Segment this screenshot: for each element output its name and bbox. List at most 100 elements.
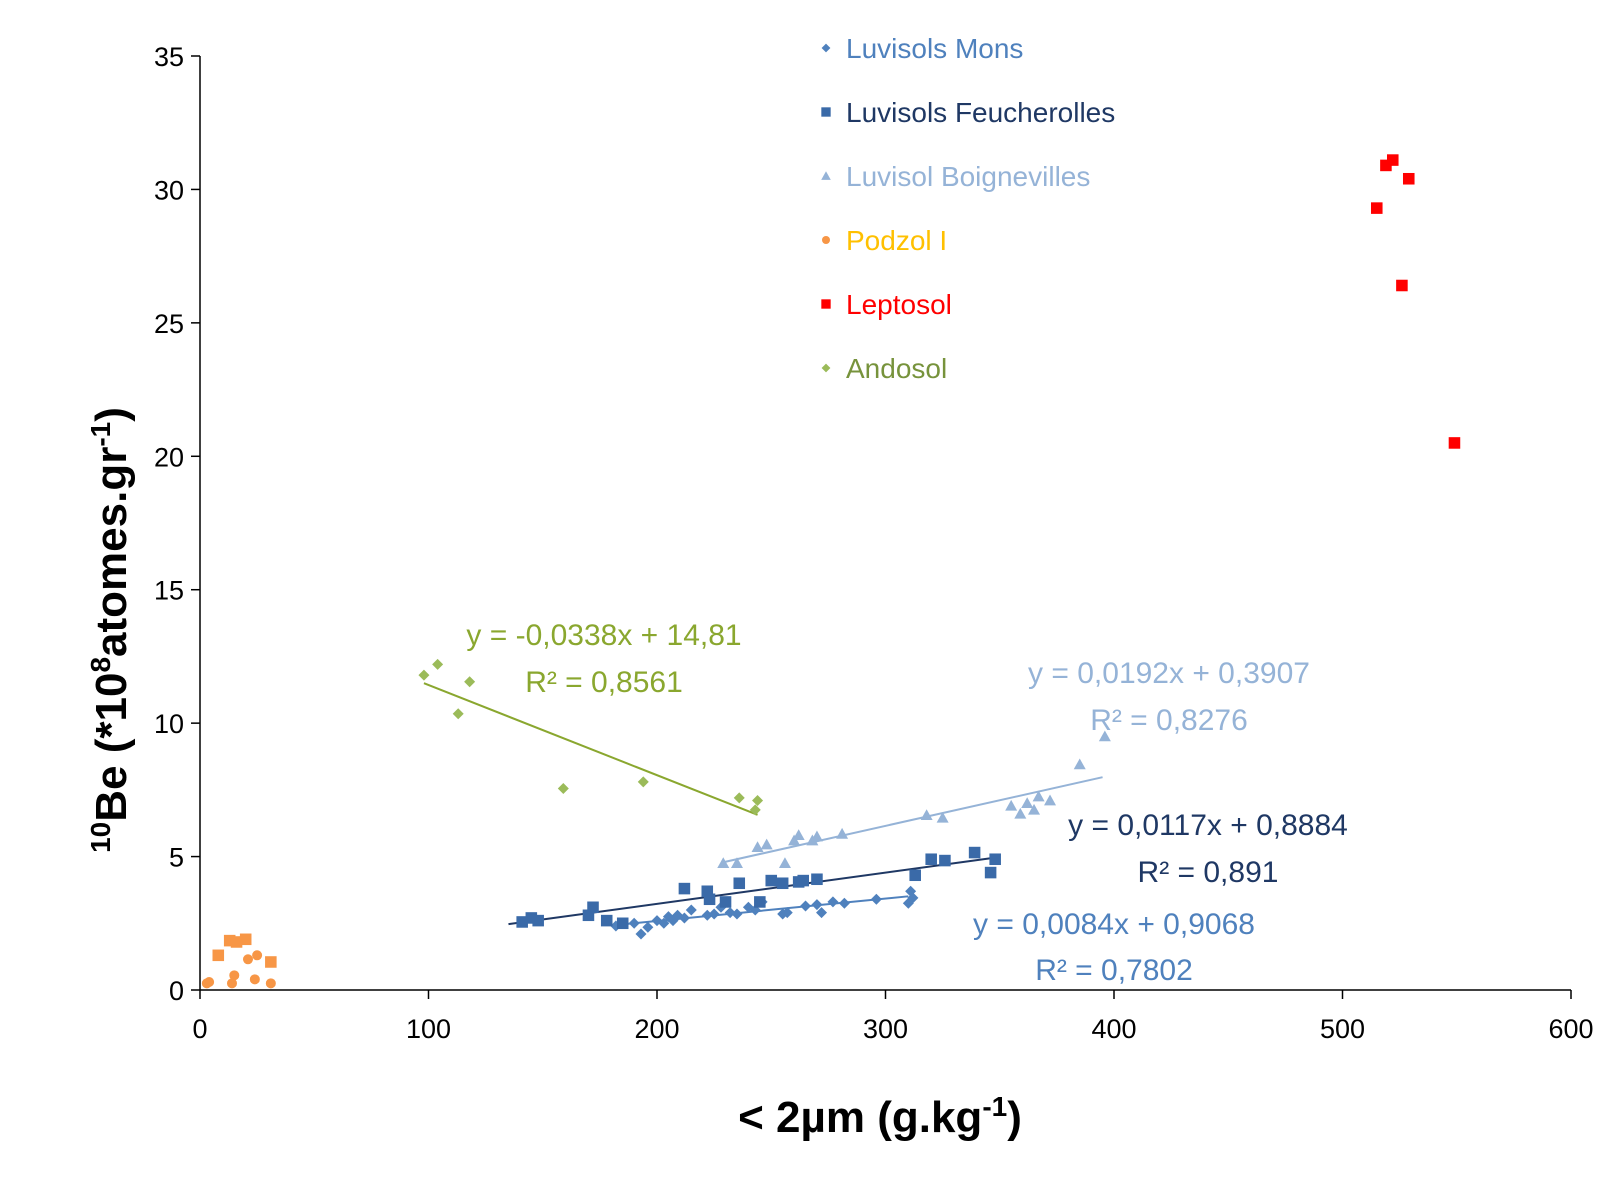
y-ticks: 0 5 10 15 20 25 30 35 [154,42,200,1006]
data-point [752,795,764,807]
x-ticks: 0 100 200 300 400 500 600 [192,990,1594,1044]
legend-label: Luvisols Mons [846,33,1023,64]
data-point [811,873,823,886]
x-axis-title: < 2µm (g.kg-1) [738,1091,1022,1142]
data-point [637,776,649,788]
data-point [642,921,654,933]
data-point [731,908,743,920]
series-points [212,933,277,968]
data-point [989,853,1001,866]
data-point [230,936,243,948]
data-point [792,829,805,841]
data-point [1448,437,1461,449]
data-point [1073,758,1086,770]
data-point [776,877,789,890]
legend-marker [822,236,830,244]
data-point [464,676,476,688]
data-point [628,917,640,929]
data-point [229,970,240,981]
data-point [939,854,951,867]
data-point [1014,807,1027,819]
andosol-r2: R² = 0,8561 [525,666,683,699]
legend-marker [821,107,831,117]
data-point [749,804,761,816]
trend-line [723,776,1103,864]
data-point [719,896,732,908]
data-point [838,897,850,909]
data-point [778,857,791,869]
x-tick-label: 0 [192,1014,207,1044]
data-point [557,783,569,795]
data-point [724,907,736,919]
data-point [678,882,691,895]
boignevilles-equation: y = 0,0192x + 0,3907 [1028,657,1310,690]
y-tick-label: 0 [169,976,184,1006]
data-point [811,899,823,911]
data-point [242,954,253,965]
data-point [925,853,937,866]
y-tick-label: 10 [154,709,184,739]
data-point [265,978,276,989]
x-tick-label: 200 [634,1014,679,1044]
data-point [223,934,236,947]
legend-marker [821,363,831,373]
data-point [678,912,690,924]
y-tick-label: 5 [169,843,184,873]
data-point [418,669,430,681]
data-point [733,792,745,804]
data-point [1098,730,1111,742]
y-tick-label: 30 [154,175,184,205]
data-point [1380,159,1392,172]
y-tick-label: 35 [154,42,184,72]
y-tick-label: 25 [154,309,184,339]
data-point [816,907,828,919]
data-point [1028,803,1041,815]
data-point [760,838,773,850]
data-point [909,869,921,882]
axes [199,56,1571,991]
data-point [658,917,670,929]
data-point [204,976,215,987]
data-point [827,896,839,908]
data-point [765,874,778,887]
andosol-equation: y = -0,0338x + 14,81 [466,619,741,652]
data-point [708,908,720,920]
data-point [936,811,949,823]
data-point [265,956,277,968]
series-points [717,730,1111,869]
data-point [751,841,764,853]
trend-line [423,682,758,816]
data-point [800,900,812,912]
y-tick-label: 15 [154,576,184,606]
data-point [635,928,647,940]
x-tick-label: 500 [1320,1014,1365,1044]
series-points [418,658,764,816]
feucherolles-r2: R² = 0,891 [1138,856,1279,889]
data-point [1396,279,1408,292]
legend-marker [821,43,831,53]
data-point [249,974,260,985]
data-point [836,827,849,839]
data-point [701,909,713,921]
feucherolles-equation: y = 0,0117x + 0,8884 [1068,809,1348,842]
series-points [610,885,919,940]
x-tick-label: 600 [1548,1014,1593,1044]
data-point [516,916,528,928]
data-point [685,904,697,916]
legend-marker [821,171,831,180]
data-point [920,809,933,821]
data-point [754,896,766,908]
data-point [212,949,225,962]
data-point [984,866,997,879]
legend: Luvisols Mons Luvisols Feucherolles Luviso… [821,33,1115,384]
data-point [717,857,730,869]
legend-label: Andosol [846,353,947,384]
x-tick-label: 400 [1091,1014,1136,1044]
data-point [432,658,444,670]
data-point [525,912,538,924]
data-point [582,909,595,922]
trend-lines [423,682,1103,927]
y-axis-title: 10Be (*108atomes.gr-1) [85,407,136,853]
mons-r2: R² = 0,7802 [1035,954,1193,987]
